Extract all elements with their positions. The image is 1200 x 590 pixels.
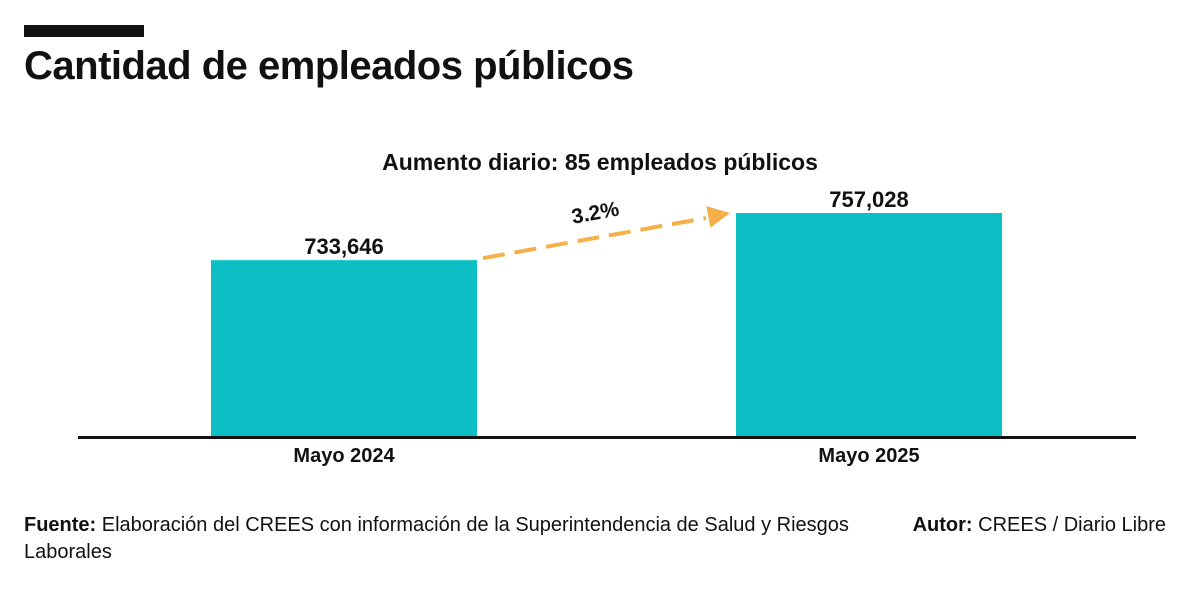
source-label: Fuente:	[24, 514, 97, 536]
category-label-1: Mayo 2024	[293, 445, 395, 467]
bar-value-label-1: 733,646	[304, 234, 384, 259]
source-text: Elaboración del CREES con información de…	[24, 514, 849, 563]
change-arrow-head	[706, 206, 730, 228]
author-label: Autor:	[912, 514, 973, 536]
change-annotation: 3.2%	[570, 198, 622, 229]
page-title: Cantidad de empleados públicos	[24, 44, 634, 88]
top-rule	[24, 25, 144, 37]
source-note: Fuente: Elaboración del CREES con inform…	[24, 512, 864, 566]
bar-2	[736, 213, 1002, 437]
chart-subtitle: Aumento diario: 85 empleados públicos	[382, 149, 818, 175]
bar-chart: Aumento diario: 85 empleados públicos 733…	[78, 149, 1136, 467]
change-arrow-line	[482, 216, 707, 261]
category-label-2: Mayo 2025	[818, 445, 919, 467]
bar-1	[211, 260, 477, 437]
author-text: CREES / Diario Libre	[972, 514, 1166, 536]
author-note: Autor: CREES / Diario Libre	[913, 512, 1166, 539]
bar-value-label-2: 757,028	[829, 187, 909, 212]
